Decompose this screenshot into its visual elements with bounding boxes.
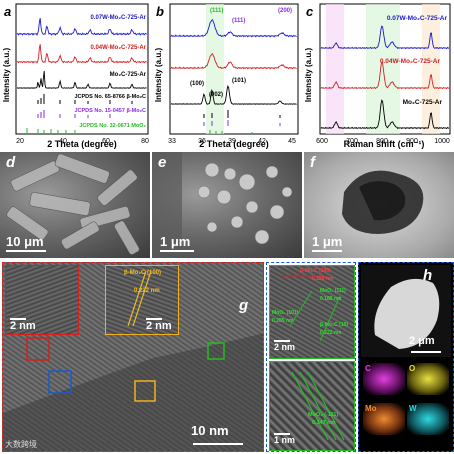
xrd-chart-a: a 2 Theta (degree) Intensity (a.u.) 20 4… [2,3,149,149]
panel-a-xlabel: 2 Theta (degree) [47,139,117,149]
inset-yellow: β-Mo₂C (100) 0.222 nm 2 nm [105,265,179,335]
a-xtick: 20 [16,138,24,145]
c-xtick: 600 [316,138,328,145]
scale-bar [160,250,194,252]
panel-c-xlabel: Raman shift (cm⁻¹) [344,139,425,149]
eds-map-mo: Mo [363,403,405,435]
panel-g-right: β-Mo₂C (100) 0.229 nm MoO₂ (111) 0.188 n… [266,262,356,452]
eds-map-w: W [407,403,449,435]
a-ref-label: JCPDS No. 15-0457 β-Mo₂C [74,108,146,114]
haadf-image: h 2 μm [361,265,451,357]
inset-yellow-plane: β-Mo₂C (100) [124,270,161,276]
b-xtick: 45 [288,138,296,145]
panel-d-scale: 10 μm [6,234,44,249]
panel-g-scale: 10 nm [191,423,229,438]
panel-e-sem: e 1 μm [152,152,302,258]
a-series-line-0w04 [16,44,147,64]
inset-bottom-scale: 1 nm [274,435,296,445]
a-series-label: 0.07W-Mo₂C-725-Ar [90,15,146,21]
a-ref-label: JCPDS No. 65-8766 β-Mo₂C [74,94,146,100]
inset-yellow-scale: 2 nm [146,320,172,332]
c-xtick: 900 [406,138,418,145]
b-annot: (002) [209,92,223,98]
panel-a-label: a [4,4,11,19]
a-series-label: Mo₂C-725-Ar [110,72,147,78]
c-series-label: 0.07W-Mo₂C-725-Ar [387,15,448,22]
eds-map-c: C [363,363,405,395]
sem-particles-illustration [152,152,293,258]
b-xtick: 39 [228,138,236,145]
c-xtick: 800 [376,138,388,145]
c-series-line-0w04 [320,61,450,90]
panel-d-sem: d 10 μm [0,152,150,258]
a-xtick: 80 [141,138,149,145]
a-xtick: 40 [59,138,67,145]
c-series-line-mo2c [320,99,450,130]
a-series-line-0w07 [16,18,147,36]
scale-bar [193,443,243,445]
panel-e-label: e [158,154,167,171]
b-series-line-0w04 [170,53,297,70]
hrtem-overlay [3,333,263,451]
inset-green-top: β-Mo₂C (100) 0.229 nm MoO₂ (111) 0.188 n… [269,265,355,359]
b-xtick: 36 [198,138,206,145]
b-annot: (200) [278,8,292,14]
scale-bar [312,250,342,252]
panel-e-scale: 1 μm [160,234,191,249]
panel-b-xrd-zoom: b 2 Theta (degree) Intensity (a.u.) 33 3… [152,0,302,150]
scale-bar [6,250,46,252]
b-xtick: 33 [168,138,176,145]
c-xtick: 700 [346,138,358,145]
b-xtick: 42 [258,138,266,145]
c-series-line-0w07 [320,25,450,50]
panel-g-label: g [239,297,249,314]
c-series-label: 0.04W-Mo₂C-725-Ar [380,58,441,65]
panel-d-label: d [6,154,16,171]
b-annot: (100) [190,81,204,87]
c-series-label: Mo₂C-725-Ar [403,99,443,106]
raman-chart-c: c Raman shift (cm⁻¹) Intensity (a.u.) 60… [304,3,451,149]
panel-h-label: h [423,267,433,284]
c-xtick: 1000 [434,138,450,145]
panel-f-tem: f 1 μm [304,152,454,258]
inset-red: 2 nm [5,265,79,335]
panel-a-ylabel: Intensity (a.u.) [2,48,11,103]
inset-top-scale: 2 nm [274,342,296,352]
inset-yellow-d: 0.222 nm [134,288,160,294]
a-series-line-mo2c [16,70,147,89]
panel-b-label: b [156,4,164,19]
panel-h-eds: h 2 μm C O Mo W [358,262,454,452]
sem-rods-illustration [6,153,140,255]
panel-a-xrd: a 2 Theta (degree) Intensity (a.u.) 20 4… [0,0,152,150]
panel-b-xlabel: 2 Theta (degree) [199,139,269,149]
a-series-label: 0.04W-Mo₂C-725-Ar [90,45,146,51]
eds-map-o: O [407,363,449,395]
panel-c-label: c [306,4,314,19]
b-annot: (101) [232,78,246,84]
panel-c-ylabel: Intensity (a.u.) [304,48,313,103]
inset-red-scale: 2 nm [10,320,36,332]
watermark-text: 大数跨境 [5,440,37,449]
xrd-chart-b: b 2 Theta (degree) Intensity (a.u.) 33 3… [154,3,299,149]
inset-green-bottom: MoO₂ (-111) 0.347 nm 1 nm [269,361,355,451]
panel-h-scale: 2 μm [409,335,435,347]
panel-f-scale: 1 μm [312,234,343,249]
panel-f-label: f [310,154,315,171]
b-annot: (111) [232,18,245,24]
b-series-line-mo2c [170,85,297,105]
panel-g-hrtem: 2 nm β-Mo₂C (100) 0.222 nm 2 nm g 10 nm … [2,262,264,452]
a-ref-label: JCPDS No. 32-0671 MoO₂ [79,123,146,129]
b-series-line-0w07 [170,19,297,38]
a-xtick: 60 [102,138,110,145]
panel-c-raman: c Raman shift (cm⁻¹) Intensity (a.u.) 60… [302,0,454,150]
panel-b-ylabel: Intensity (a.u.) [154,48,163,103]
b-annot: (111) [210,8,223,14]
tem-particle-illustration [342,170,424,234]
